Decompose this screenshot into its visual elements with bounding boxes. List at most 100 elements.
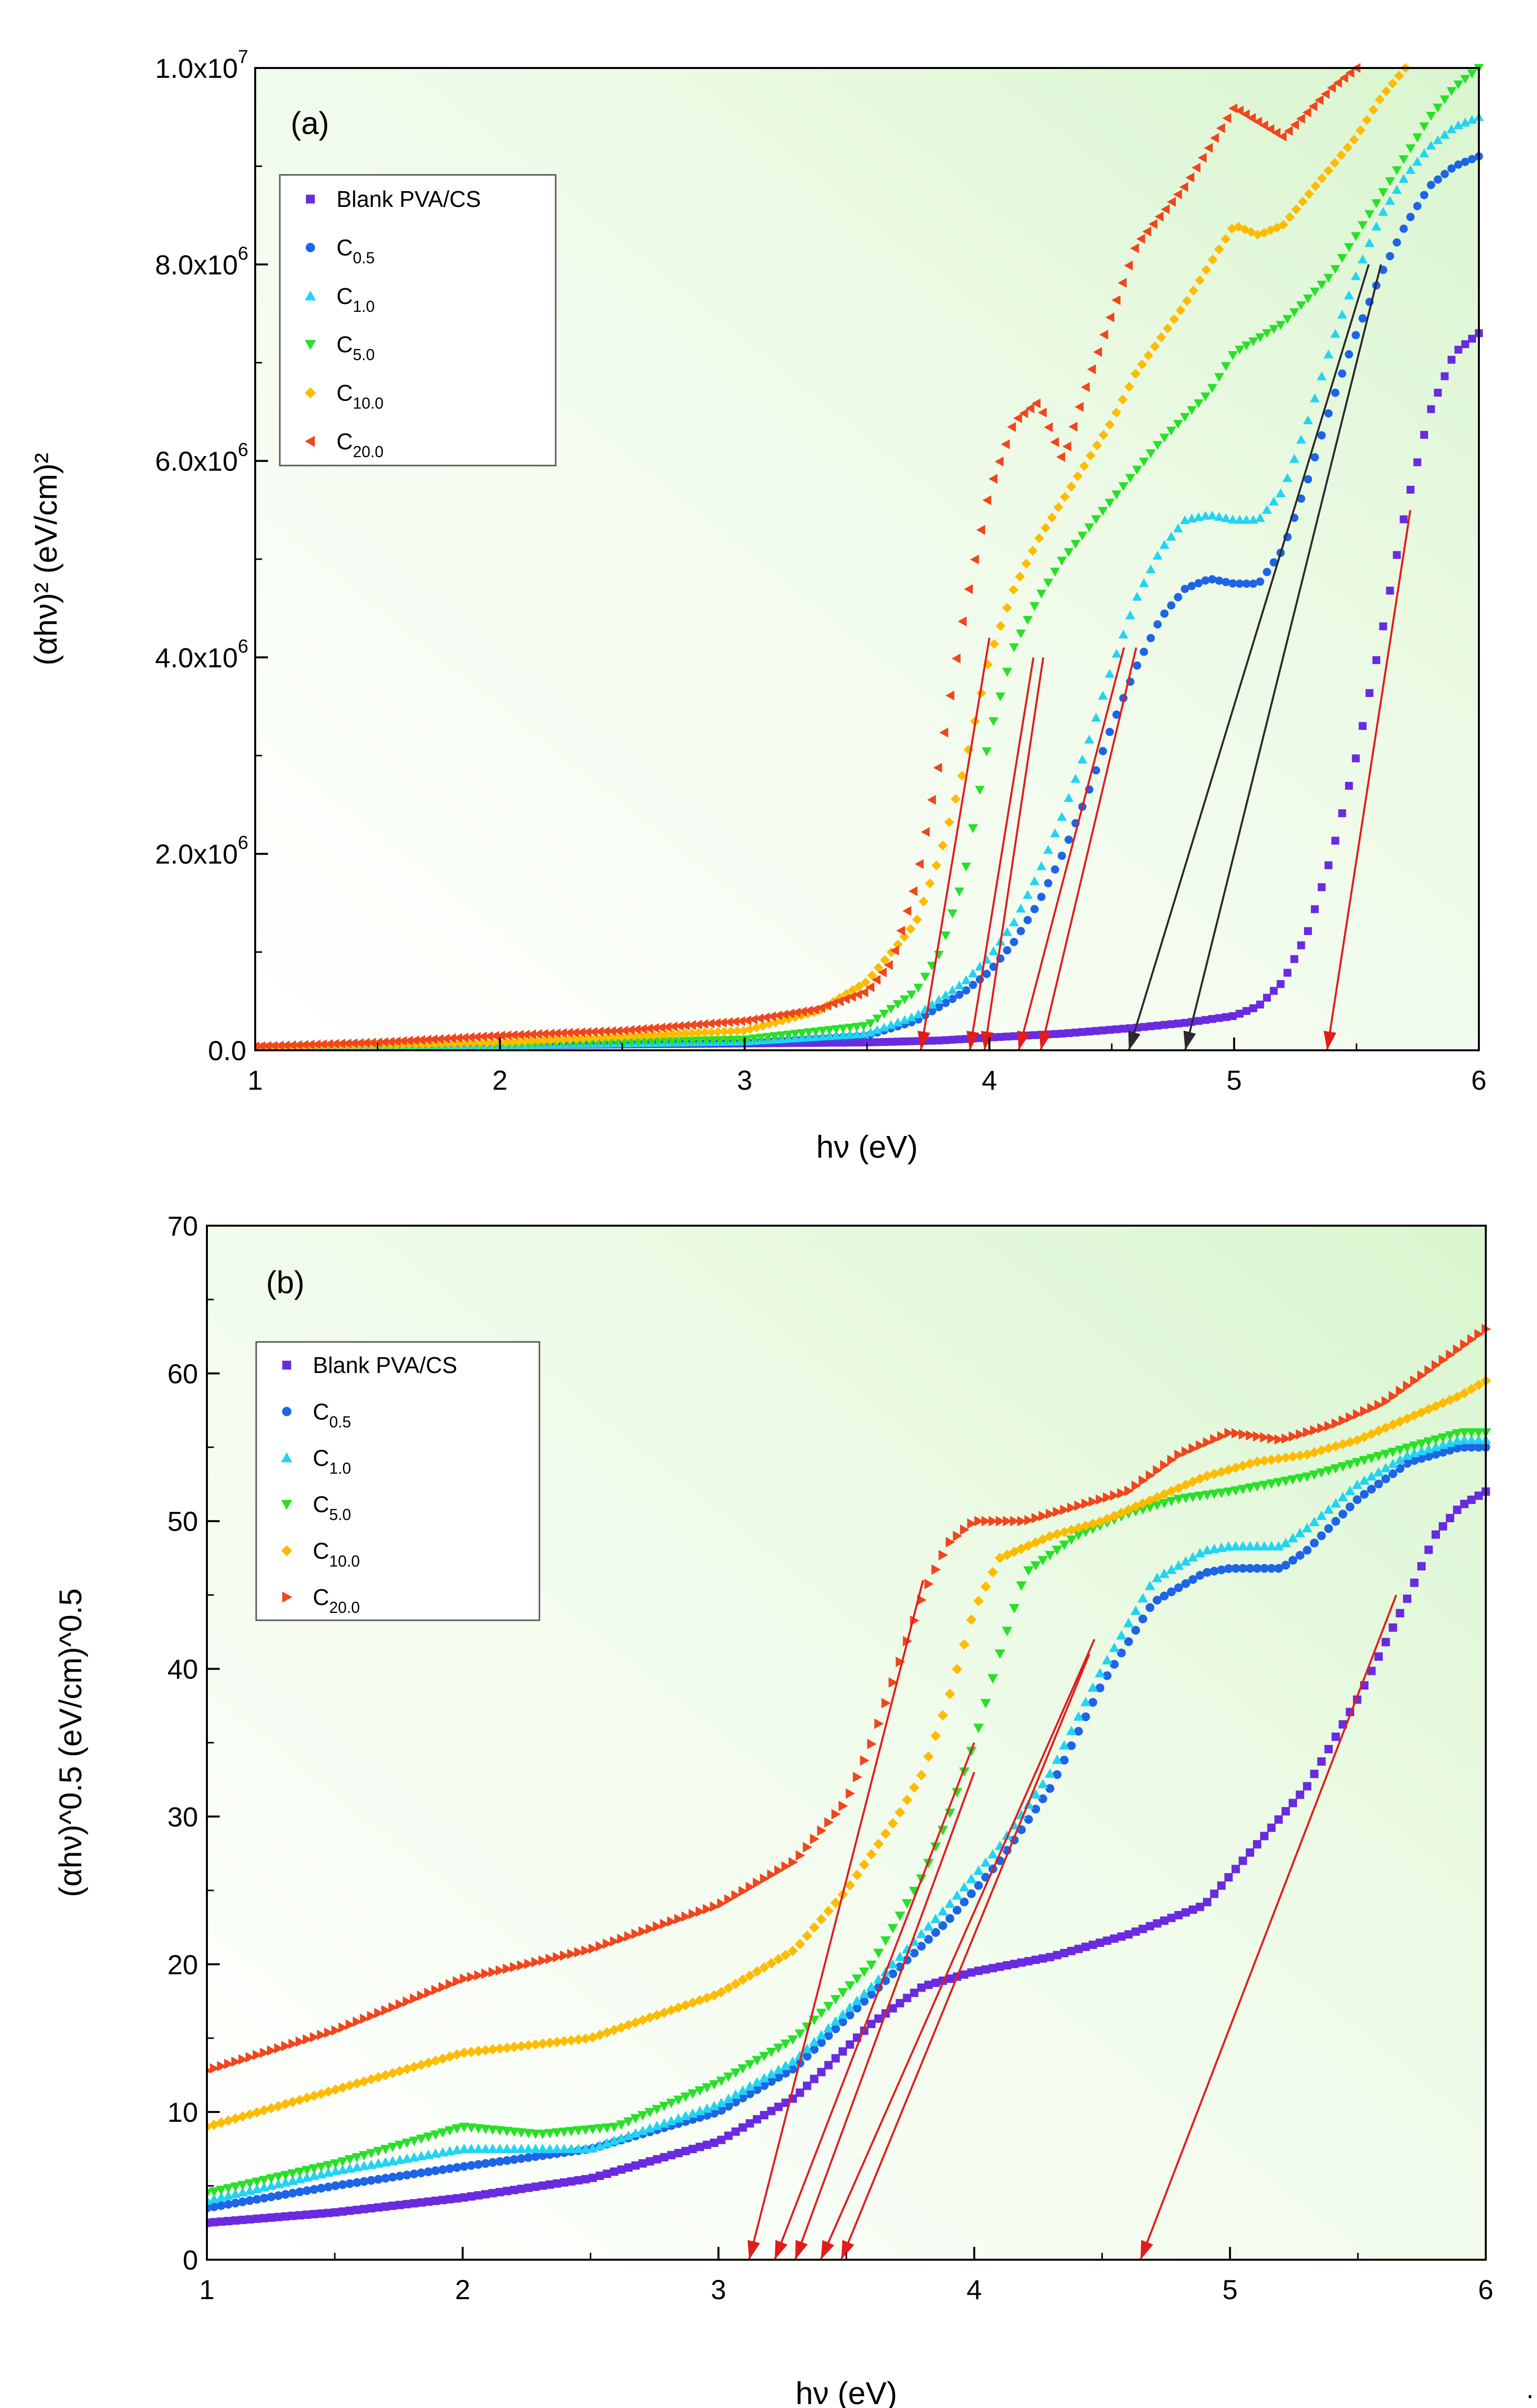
- panel-b-data-point: [460, 2193, 468, 2202]
- panel-b-data-point: [1280, 1452, 1291, 1463]
- panel-b-data-point: [1144, 1503, 1155, 1513]
- panel-b-data-point: [902, 1795, 912, 1806]
- panel-a-data-point: [996, 1033, 1004, 1041]
- panel-a-data-point: [1167, 601, 1175, 610]
- panel-a-data-point: [668, 1029, 678, 1039]
- panel-a-data-point: [1427, 405, 1435, 413]
- panel-b-legend-marker: [281, 1545, 293, 1556]
- panel-a-data-point: [935, 1037, 943, 1045]
- panel-a-data-point: [1166, 427, 1176, 436]
- panel-a-x-tick-label: 2: [492, 1065, 507, 1096]
- panel-a-data-point: [880, 955, 890, 965]
- panel-b-data-point: [281, 2212, 290, 2221]
- panel-a-data-point: [861, 977, 871, 988]
- panel-a-data-point: [708, 1036, 718, 1045]
- figure-trailing-mark: .: [1526, 2373, 1534, 2404]
- panel-a-data-point: [906, 990, 917, 1000]
- panel-a-data-point: [1359, 722, 1367, 730]
- panel-b-data-point: [1131, 1927, 1140, 1936]
- panel-b-data-point: [730, 1978, 741, 1989]
- panel-b-data-point: [331, 2208, 340, 2217]
- panel-a-tangent-line: [1039, 647, 1137, 1051]
- panel-b-data-point: [774, 1865, 784, 1876]
- panel-b-data-point: [366, 2149, 377, 2159]
- panel-b-data-point: [544, 2129, 555, 2139]
- panel-a-data-point: [852, 1029, 862, 1038]
- panel-a-data-point: [1362, 115, 1372, 125]
- panel-b-data-point: [837, 2009, 848, 2019]
- panel-a-data-point: [1160, 609, 1169, 618]
- panel-a-data-point: [1296, 435, 1306, 444]
- panel-a-data-point: [699, 1019, 708, 1029]
- panel-b-data-point: [1174, 1911, 1183, 1920]
- panel-a-data-point: [607, 1026, 616, 1036]
- panel-b-data-point: [224, 2217, 233, 2226]
- panel-a-data-point: [749, 1034, 760, 1043]
- panel-a-data-point: [1289, 454, 1300, 463]
- panel-b-data-point: [810, 1834, 820, 1844]
- panel-b-data-point: [767, 2107, 776, 2115]
- panel-a-data-point: [1386, 252, 1394, 261]
- panel-a-data-point: [937, 840, 948, 851]
- panel-a-data-point: [755, 1013, 764, 1024]
- panel-b-data-point: [596, 1941, 605, 1952]
- panel-b-data-point: [231, 2216, 240, 2225]
- panel-a-data-point: [824, 1026, 835, 1035]
- panel-b-data-point: [360, 2177, 368, 2186]
- panel-a-data-point: [695, 1036, 705, 1045]
- panel-a-data-point: [1084, 523, 1095, 533]
- panel-a-data-point: [632, 1024, 641, 1035]
- panel-a-data-point: [1253, 117, 1262, 127]
- panel-b-data-point: [1180, 1494, 1191, 1504]
- panel-a-x-tick-label: 6: [1471, 1065, 1486, 1096]
- panel-b-data-point: [352, 2178, 362, 2187]
- panel-b-data-point: [1217, 1431, 1227, 1441]
- panel-a-data-point: [1400, 515, 1408, 524]
- panel-b-data-point: [208, 2187, 220, 2197]
- panel-b-data-point: [260, 2194, 268, 2203]
- panel-a-data-point: [1344, 243, 1354, 252]
- panel-b-data-point: [1467, 1334, 1477, 1345]
- panel-b-data-point: [553, 2179, 562, 2188]
- panel-a-data-point: [785, 1008, 795, 1019]
- panel-b-data-point: [1388, 1469, 1398, 1478]
- panel-b-data-point: [1330, 1498, 1341, 1508]
- panel-a-data-point: [1290, 120, 1299, 130]
- panel-b-data-point: [438, 2196, 447, 2205]
- panel-a-data-point: [726, 1026, 736, 1037]
- panel-b-data-point: [217, 2201, 226, 2210]
- panel-a-data-point: [912, 914, 922, 925]
- panel-b-data-point: [731, 2127, 740, 2136]
- panel-a-data-point: [667, 1037, 677, 1046]
- panel-a-data-point: [931, 860, 941, 870]
- panel-b-data-point: [1180, 1556, 1191, 1566]
- panel-a-series-5: [255, 63, 1361, 1050]
- panel-a-data-point: [995, 692, 1005, 702]
- panel-b-data-point: [1281, 1807, 1290, 1816]
- panel-b-tangent-arrowhead: [821, 2240, 835, 2260]
- panel-b-data-point: [531, 1957, 541, 1968]
- panel-a-data-point: [975, 1034, 984, 1042]
- panel-a-data-point: [1399, 174, 1409, 183]
- panel-b-data-point: [388, 2173, 397, 2182]
- panel-a-data-point: [817, 1031, 828, 1040]
- panel-b-data-point: [394, 2140, 405, 2150]
- panel-a-data-point: [1399, 155, 1409, 165]
- panel-b-data-point: [1210, 1889, 1219, 1898]
- panel-b-data-point: [417, 1990, 427, 2001]
- panel-b-data-point: [1217, 1881, 1226, 1890]
- panel-b-label: (b): [266, 1265, 304, 1300]
- panel-b-data-point: [396, 2201, 404, 2209]
- panel-b-data-point: [1196, 1440, 1205, 1451]
- panel-a-data-point: [873, 1038, 881, 1046]
- panel-b-data-point: [910, 1988, 919, 1997]
- panel-a-data-point: [330, 1038, 339, 1049]
- panel-b-data-point: [409, 2169, 419, 2178]
- panel-a-data-point: [1047, 512, 1057, 523]
- panel-b-data-point: [1381, 1638, 1390, 1646]
- panel-a-data-point: [1255, 333, 1265, 342]
- panel-b-data-point: [524, 2183, 533, 2192]
- panel-b-data-point: [1467, 1442, 1476, 1452]
- panel-b-y-tick-label: 30: [167, 1801, 198, 1832]
- panel-b-data-point: [924, 1980, 933, 1989]
